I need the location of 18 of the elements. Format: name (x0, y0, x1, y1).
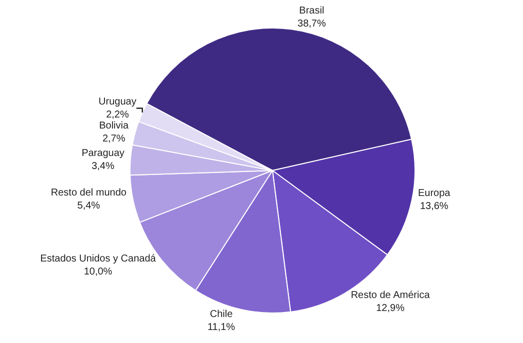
slice-label: Europa (418, 188, 451, 200)
slice-label: Resto de América (350, 290, 430, 302)
slice-label: Chile (210, 308, 234, 320)
data-label: 12,9% (376, 303, 405, 314)
slice-label: Resto del mundo (50, 188, 127, 199)
data-label: 2,7% (102, 133, 126, 144)
data-label: 10,0% (84, 266, 112, 278)
data-label: 13,6% (420, 201, 448, 212)
data-label: 3,4% (92, 160, 114, 172)
slice-label: Paraguay (82, 148, 124, 159)
data-label: 38,7% (297, 18, 326, 30)
slice-label: Uruguay (98, 96, 136, 108)
slice-label: Brasil (299, 5, 324, 16)
data-label: 2,2% (106, 109, 129, 120)
data-label: 5,4% (77, 200, 100, 212)
slice-label: Bolivia (99, 120, 129, 132)
data-label: 11,1% (207, 322, 236, 333)
slice-label: Estados Unidos y Canadá (40, 254, 156, 265)
